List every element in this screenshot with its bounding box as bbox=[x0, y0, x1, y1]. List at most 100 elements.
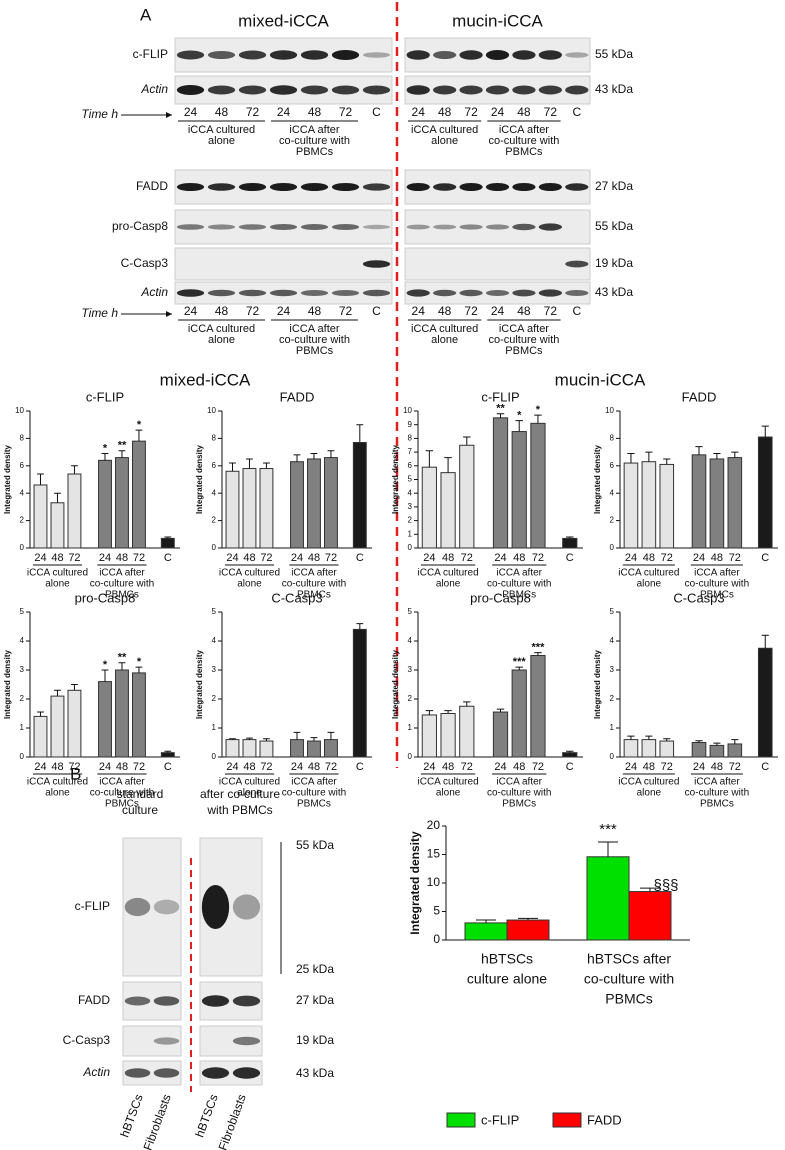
x-tick-label: C bbox=[164, 552, 172, 564]
x-tick-label: 72 bbox=[325, 761, 337, 773]
section-title: mixed-iCCA bbox=[160, 370, 251, 389]
band bbox=[300, 290, 329, 296]
group-label: co-culture with bbox=[487, 788, 551, 799]
bar bbox=[757, 647, 773, 758]
row-label: Actin bbox=[82, 1065, 110, 1079]
significance: * bbox=[137, 656, 142, 668]
band bbox=[238, 183, 267, 191]
significance: * bbox=[517, 409, 522, 421]
row-label: C-Casp3 bbox=[121, 256, 169, 270]
group-label: co-culture with bbox=[488, 135, 559, 147]
y-tick-label: 0 bbox=[610, 543, 615, 552]
y-tick-label: 4 bbox=[408, 636, 413, 645]
y-tick-label: 8 bbox=[212, 434, 217, 443]
x-tick-label: C bbox=[566, 761, 574, 773]
x-tick-label: 72 bbox=[68, 761, 80, 773]
y-tick-label: 3 bbox=[408, 665, 413, 674]
band bbox=[176, 50, 205, 60]
size-label: 19 kDa bbox=[595, 256, 633, 270]
y-tick-label: 6 bbox=[212, 461, 217, 470]
lane-label: 48 bbox=[517, 105, 531, 119]
size-label: 43 kDa bbox=[296, 1066, 334, 1080]
x-tick-label: 24 bbox=[99, 761, 111, 773]
chart-title: C-Casp3 bbox=[673, 590, 724, 605]
y-tick-label: 3 bbox=[212, 665, 217, 674]
error-bar bbox=[713, 742, 721, 746]
group-label: iCCA after bbox=[99, 777, 145, 788]
blot bbox=[199, 1025, 263, 1057]
lane-label: C bbox=[372, 105, 381, 119]
y-tick-label: 0 bbox=[20, 752, 25, 761]
bar bbox=[562, 752, 578, 758]
group-label: co-culture with bbox=[685, 579, 749, 590]
bar bbox=[727, 743, 743, 758]
group-label: PBMCs bbox=[296, 146, 334, 158]
y-tick-label: 1 bbox=[408, 529, 413, 538]
y-tick-label: 8 bbox=[20, 434, 25, 443]
y-tick-label: 0 bbox=[610, 752, 615, 761]
group-label: iCCA cultured bbox=[618, 777, 679, 788]
bar bbox=[67, 689, 82, 758]
band bbox=[269, 224, 298, 230]
lane-label: 72 bbox=[339, 105, 353, 119]
bar bbox=[290, 461, 304, 549]
lane-label: 24 bbox=[184, 105, 198, 119]
band bbox=[124, 1068, 151, 1078]
size-label: 55 kDa bbox=[296, 838, 334, 852]
error-bar bbox=[695, 446, 703, 455]
error-bar bbox=[164, 536, 172, 539]
group-label: iCCA after bbox=[289, 323, 339, 335]
band bbox=[269, 289, 298, 297]
group-label: iCCA cultured bbox=[411, 323, 478, 335]
group-label: PBMCs bbox=[502, 799, 536, 810]
group-label: alone bbox=[45, 788, 70, 799]
lane-label: 24 bbox=[491, 304, 505, 318]
bar bbox=[691, 742, 707, 758]
y-tick-label: 5 bbox=[433, 904, 440, 918]
band bbox=[433, 51, 457, 59]
bar bbox=[623, 462, 639, 549]
lane-label: 48 bbox=[308, 304, 322, 318]
x-tick-label: C bbox=[164, 761, 172, 773]
band bbox=[238, 85, 267, 95]
band bbox=[485, 290, 510, 296]
band bbox=[433, 183, 457, 191]
error-bar bbox=[71, 684, 78, 691]
group-label: iCCA after bbox=[496, 568, 542, 579]
band bbox=[565, 290, 589, 296]
x-tick-label: 48 bbox=[643, 761, 655, 773]
group-label: iCCA cultured bbox=[219, 777, 280, 788]
bar bbox=[307, 458, 321, 549]
band bbox=[433, 224, 457, 230]
error-bar bbox=[627, 452, 635, 464]
y-tick-label: 6 bbox=[408, 461, 413, 470]
y-tick-label: 2 bbox=[610, 516, 615, 525]
bar bbox=[132, 440, 146, 549]
group-label: iCCA cultured bbox=[188, 323, 255, 335]
group-label: co-culture with bbox=[487, 579, 551, 590]
group-label: iCCA after bbox=[496, 777, 542, 788]
lane-label: C bbox=[372, 304, 381, 318]
x-tick-label: 48 bbox=[243, 552, 255, 564]
chart-title: FADD bbox=[280, 389, 315, 404]
x-tick-label: 48 bbox=[442, 761, 454, 773]
x-tick-label: co-culture with bbox=[584, 971, 674, 987]
y-tick-label: 2 bbox=[20, 516, 25, 525]
band bbox=[565, 85, 589, 95]
error-bar bbox=[731, 451, 739, 458]
bar bbox=[511, 669, 527, 758]
chart-title: pro-Casp8 bbox=[75, 590, 136, 605]
error-bar bbox=[761, 425, 769, 438]
row-label: c-FLIP bbox=[75, 899, 110, 913]
error-bar bbox=[645, 735, 653, 740]
column-label: after co-culture bbox=[200, 787, 280, 801]
size-label: 43 kDa bbox=[595, 285, 633, 299]
error-bar bbox=[761, 634, 769, 649]
band bbox=[565, 260, 589, 268]
x-tick-label: 24 bbox=[423, 761, 435, 773]
section-title: mucin-iCCA bbox=[452, 11, 543, 30]
blot bbox=[174, 247, 393, 281]
significance: * bbox=[103, 442, 108, 454]
group-label: PBMCs bbox=[505, 146, 543, 158]
band bbox=[153, 1037, 180, 1045]
